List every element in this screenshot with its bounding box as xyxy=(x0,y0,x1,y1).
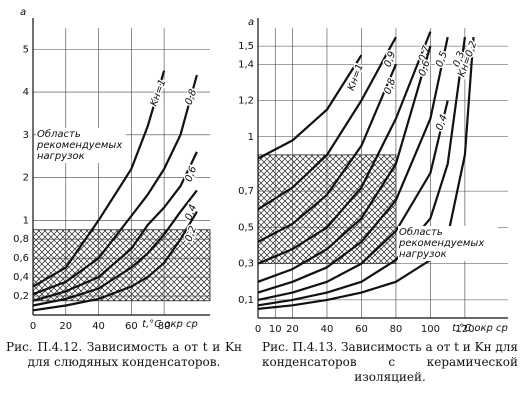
x-tick-label: 60 xyxy=(355,324,368,335)
curve xyxy=(257,31,432,265)
x-axis-label: t,°C окр ср xyxy=(452,323,508,334)
curve xyxy=(32,70,166,288)
curve-label: 0,4 xyxy=(434,113,450,132)
curve-label: 0,5 xyxy=(434,50,450,69)
y-tick-label: 0,5 xyxy=(238,222,254,233)
curve xyxy=(257,63,397,243)
curve xyxy=(32,189,198,307)
region-annotation: Область рекомендуемых нагрузок xyxy=(36,128,126,163)
y-tick-label: 2 xyxy=(23,173,29,184)
curve xyxy=(32,74,198,296)
x-tick-label: 120 xyxy=(455,324,474,335)
y-tick-label: 0,4 xyxy=(13,272,29,283)
curve xyxy=(257,54,363,160)
y-tick-label: 3 xyxy=(23,130,29,141)
y-tick-label: 5 xyxy=(23,44,29,55)
y-tick-label: 0,1 xyxy=(238,295,254,306)
x-tick-label: 100 xyxy=(421,324,440,335)
curve-label: 0,8 xyxy=(183,88,199,107)
x-tick-label: 20 xyxy=(59,321,72,332)
x-tick-label: 20 xyxy=(286,324,299,335)
figure-caption: Рис. П.4.13. Зависимость a от t и Kн для… xyxy=(262,340,518,384)
curve xyxy=(32,211,198,312)
curve xyxy=(32,151,198,302)
curve xyxy=(257,36,449,294)
curve xyxy=(257,37,475,310)
curve-label: Kн=1 xyxy=(346,62,366,92)
x-tick-label: 80 xyxy=(158,321,171,332)
y-tick-label: 0,7 xyxy=(238,186,254,197)
y-axis-label: a xyxy=(20,7,26,18)
recommended-region xyxy=(32,229,211,302)
x-tick-label: 60 xyxy=(125,321,138,332)
curve-label: 0,6 xyxy=(183,165,199,184)
x-tick-label: 0 xyxy=(255,324,261,335)
x-tick-label: 40 xyxy=(321,324,334,335)
curve xyxy=(257,45,432,283)
figure-caption: Рис. П.4.12. Зависимость a от t и Kн для… xyxy=(6,340,242,369)
y-tick-label: 0,8 xyxy=(13,234,29,245)
curve xyxy=(257,100,449,301)
y-tick-label: 0,6 xyxy=(13,253,29,264)
y-tick-label: 1,4 xyxy=(238,59,254,70)
y-tick-label: 1,2 xyxy=(238,96,254,107)
curve-label: 0,6 xyxy=(417,59,433,78)
y-tick-label: 4 xyxy=(23,87,29,98)
curve-label: Kн=1 xyxy=(149,78,169,108)
x-tick-label: 10 xyxy=(269,324,282,335)
y-tick-label: 1,5 xyxy=(238,41,254,52)
y-tick-label: 0,3 xyxy=(238,259,254,270)
curve xyxy=(257,36,466,307)
x-tick-label: 80 xyxy=(390,324,403,335)
region-annotation: Область рекомендуемых нагрузок xyxy=(398,226,498,261)
x-tick-label: 0 xyxy=(30,321,36,332)
y-tick-label: 1 xyxy=(248,132,254,143)
y-tick-label: 0,2 xyxy=(13,291,29,302)
x-axis-label: t,°C окр ср xyxy=(142,319,198,330)
x-tick-label: 40 xyxy=(92,321,105,332)
y-axis-label: a xyxy=(248,17,254,28)
y-tick-label: 1 xyxy=(23,215,29,226)
curve xyxy=(257,36,397,211)
